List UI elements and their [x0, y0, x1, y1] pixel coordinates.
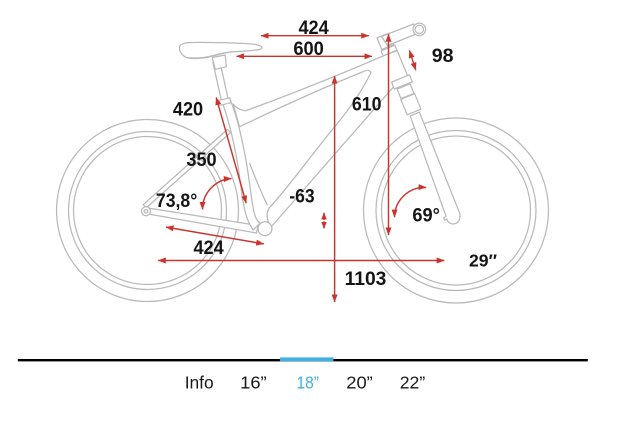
- svg-text:Info: Info: [185, 373, 214, 393]
- svg-text:350: 350: [186, 149, 216, 171]
- svg-text:98: 98: [432, 45, 454, 67]
- svg-text:16”: 16”: [240, 373, 267, 393]
- svg-text:600: 600: [293, 38, 324, 60]
- svg-text:420: 420: [173, 99, 203, 121]
- svg-text:18”: 18”: [296, 373, 319, 393]
- svg-text:1103: 1103: [345, 268, 387, 290]
- svg-text:69°: 69°: [412, 204, 440, 226]
- svg-text:424: 424: [193, 237, 223, 259]
- svg-text:610: 610: [352, 94, 382, 116]
- svg-text:-63: -63: [289, 186, 314, 208]
- svg-text:20”: 20”: [346, 373, 373, 393]
- svg-text:22”: 22”: [400, 373, 426, 393]
- svg-text:73,8°: 73,8°: [156, 190, 197, 212]
- svg-text:29″: 29″: [469, 250, 498, 270]
- svg-text:424: 424: [298, 17, 328, 39]
